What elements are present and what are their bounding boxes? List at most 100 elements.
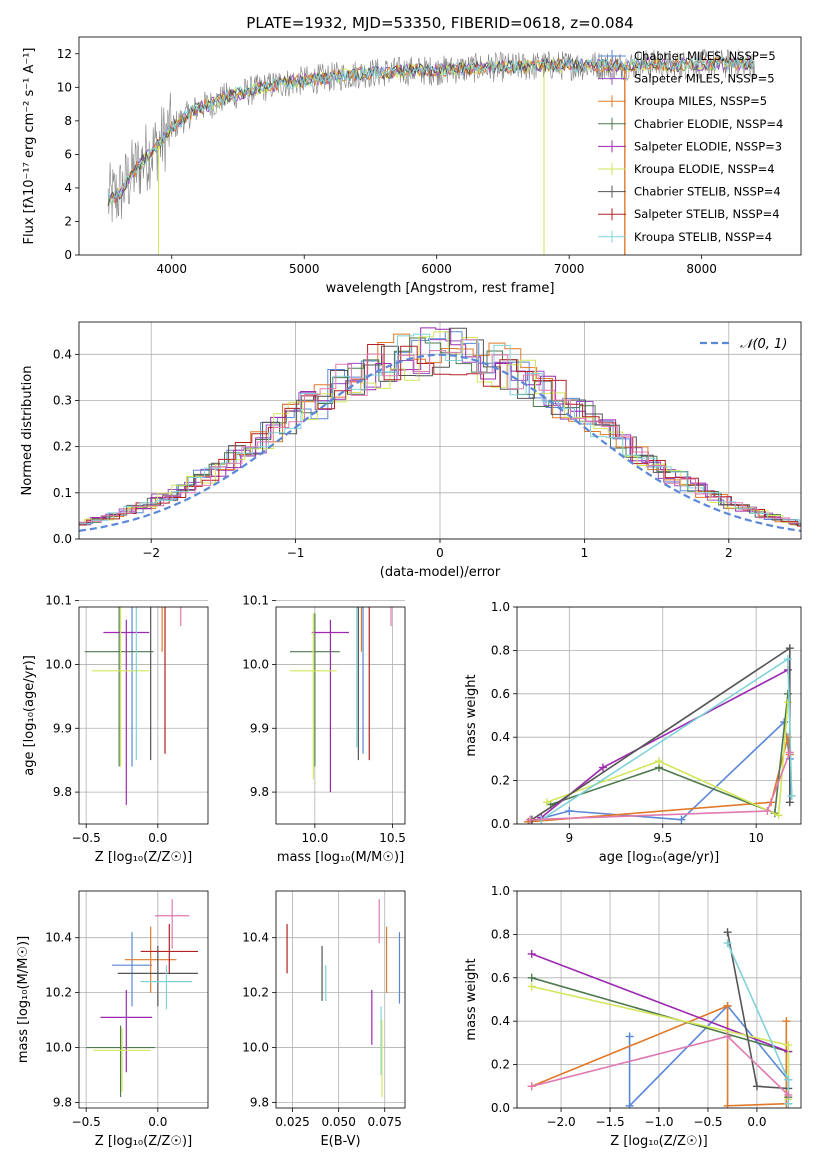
weight-marker <box>526 815 535 824</box>
y-tick-label: 0.8 <box>491 927 510 941</box>
y-tick-label: 10.4 <box>242 931 269 945</box>
x-tick-label: −0.5 <box>693 1115 722 1129</box>
weight-marker <box>565 806 574 815</box>
y-tick-label: 10.0 <box>242 657 269 671</box>
y-tick-label: 1.0 <box>491 600 510 614</box>
y-tick-label: 0.6 <box>491 971 510 985</box>
weight-marker <box>784 1099 793 1108</box>
x-tick-label: 2 <box>725 546 733 560</box>
residual-histogram-plot: −2 −1 0 1 2 0.0 0.1 0.2 0.3 0.4 (data-model)/error… <box>20 321 802 580</box>
x-axis-label: wavelength [Angstrom, rest frame] <box>326 281 555 296</box>
weight-vs-metallicity-plot: −2.0 −1.5 −1.0 −0.5 0.0 0.0 0.2 0.4 0.6 0.8 1.0 Z [… <box>464 884 802 1149</box>
weight-marker <box>723 1032 732 1041</box>
axes-frame <box>516 890 802 1109</box>
x-tick-label: −0.5 <box>72 1115 101 1129</box>
plot-area <box>84 607 182 805</box>
x-tick-label: 0.0 <box>747 1115 766 1129</box>
y-tick-label: 9.8 <box>53 785 72 799</box>
y-axis-label: mass weight <box>464 674 479 756</box>
y-tick-label: 0.2 <box>53 440 72 454</box>
y-tick-label: 10.1 <box>242 594 269 608</box>
legend-label: Kroupa MILES, NSSP=5 <box>634 94 767 108</box>
axes-frame <box>516 606 802 825</box>
x-axis-label: Z [log₁₀(Z/Z☉)] <box>95 850 192 865</box>
x-tick-label: 10.0 <box>301 831 328 845</box>
axes-frame <box>78 606 209 825</box>
y-tick-label: 0.8 <box>491 643 510 657</box>
plot-area <box>527 928 793 1108</box>
x-tick-label: 4000 <box>156 262 187 276</box>
x-axis-label: Z [log₁₀(Z/Z☉)] <box>610 1134 707 1149</box>
y-tick-label: 0 <box>64 248 72 262</box>
weight-marker <box>783 655 792 664</box>
y-tick-label: 0.4 <box>491 1014 510 1028</box>
weight-marker <box>527 982 536 991</box>
residual-histogram <box>79 331 801 525</box>
axes-frame <box>78 36 802 256</box>
y-tick-label: 2 <box>64 214 72 228</box>
x-tick-label: 0.025 <box>275 1115 309 1129</box>
weight-marker <box>782 1017 791 1026</box>
x-tick-label: −2 <box>142 546 160 560</box>
x-axis-label: mass [log₁₀(M/M☉)] <box>277 850 404 865</box>
plot-area <box>107 48 755 255</box>
legend-label: Kroupa STELIB, NSSP=4 <box>634 230 772 244</box>
y-tick-label: 0.3 <box>53 393 72 407</box>
weight-marker <box>723 1101 732 1108</box>
x-tick-label: 1 <box>581 546 589 560</box>
weight-marker <box>677 815 686 824</box>
weight-marker <box>783 689 792 698</box>
model-spectrum <box>107 57 755 205</box>
weight-marker <box>787 791 796 800</box>
weight-marker <box>784 1075 793 1084</box>
y-tick-label: 0.0 <box>491 817 510 831</box>
plot-area <box>524 644 796 824</box>
weight-vs-age-plot: 9 9.5 10 0.0 0.2 0.4 0.6 0.8 1.0 age [log₁₀(age/y… <box>464 600 802 865</box>
weight-marker <box>625 1032 634 1041</box>
x-tick-label: 10 <box>749 831 764 845</box>
weight-marker <box>527 973 536 982</box>
x-axis-label: age [log₁₀(age/yr)] <box>599 850 720 865</box>
residual-histogram <box>79 344 801 527</box>
x-tick-label: 0.075 <box>368 1115 402 1129</box>
y-tick-label: 1.0 <box>491 884 510 898</box>
y-tick-label: 10.2 <box>242 986 269 1000</box>
weight-line <box>528 737 791 823</box>
y-tick-label: 4 <box>64 181 72 195</box>
axes-frame <box>275 890 406 1109</box>
y-tick-label: 9.8 <box>53 1096 72 1110</box>
x-axis-label: (data-model)/error <box>380 565 501 580</box>
y-tick-label: 0.6 <box>491 687 510 701</box>
y-tick-label: 10.0 <box>45 1041 72 1055</box>
residual-histogram <box>79 337 801 526</box>
y-tick-label: 10.1 <box>45 594 72 608</box>
y-tick-label: 0.1 <box>53 486 72 500</box>
weight-marker <box>723 939 732 948</box>
plot-area <box>289 607 392 793</box>
x-tick-label: 6000 <box>421 262 452 276</box>
legend-label: Chabrier MILES, NSSP=5 <box>634 49 776 63</box>
y-axis-label: mass [log₁₀(M/M☉)] <box>16 936 31 1063</box>
x-tick-label: −1.5 <box>595 1115 624 1129</box>
plot-area <box>79 327 801 532</box>
weight-marker <box>655 757 663 766</box>
y-axis-label: Normed distribution <box>20 366 35 496</box>
y-tick-label: 10.0 <box>242 1041 269 1055</box>
residual-histogram <box>79 333 801 526</box>
y-tick-label: 9.9 <box>250 721 269 735</box>
x-axis-label: E(B-V) <box>320 1134 360 1149</box>
plot-area <box>286 899 401 1098</box>
weight-marker <box>527 1082 536 1091</box>
y-tick-label: 0.2 <box>491 774 510 788</box>
age-vs-metallicity-plot: −0.5 0.0 9.8 9.9 10.0 10.1 Z [log₁₀(Z/Z☉)] age … <box>22 594 209 865</box>
x-tick-label: 0.0 <box>148 1115 167 1129</box>
x-tick-label: −0.5 <box>72 831 101 845</box>
axes-frame <box>78 321 802 540</box>
weight-marker <box>542 798 551 807</box>
weight-line <box>726 942 790 1104</box>
legend-label: Salpeter ELODIE, NSSP=3 <box>634 139 782 153</box>
y-tick-label: 10.0 <box>45 657 72 671</box>
residual-histogram <box>79 339 801 524</box>
y-tick-label: 10.4 <box>45 931 72 945</box>
